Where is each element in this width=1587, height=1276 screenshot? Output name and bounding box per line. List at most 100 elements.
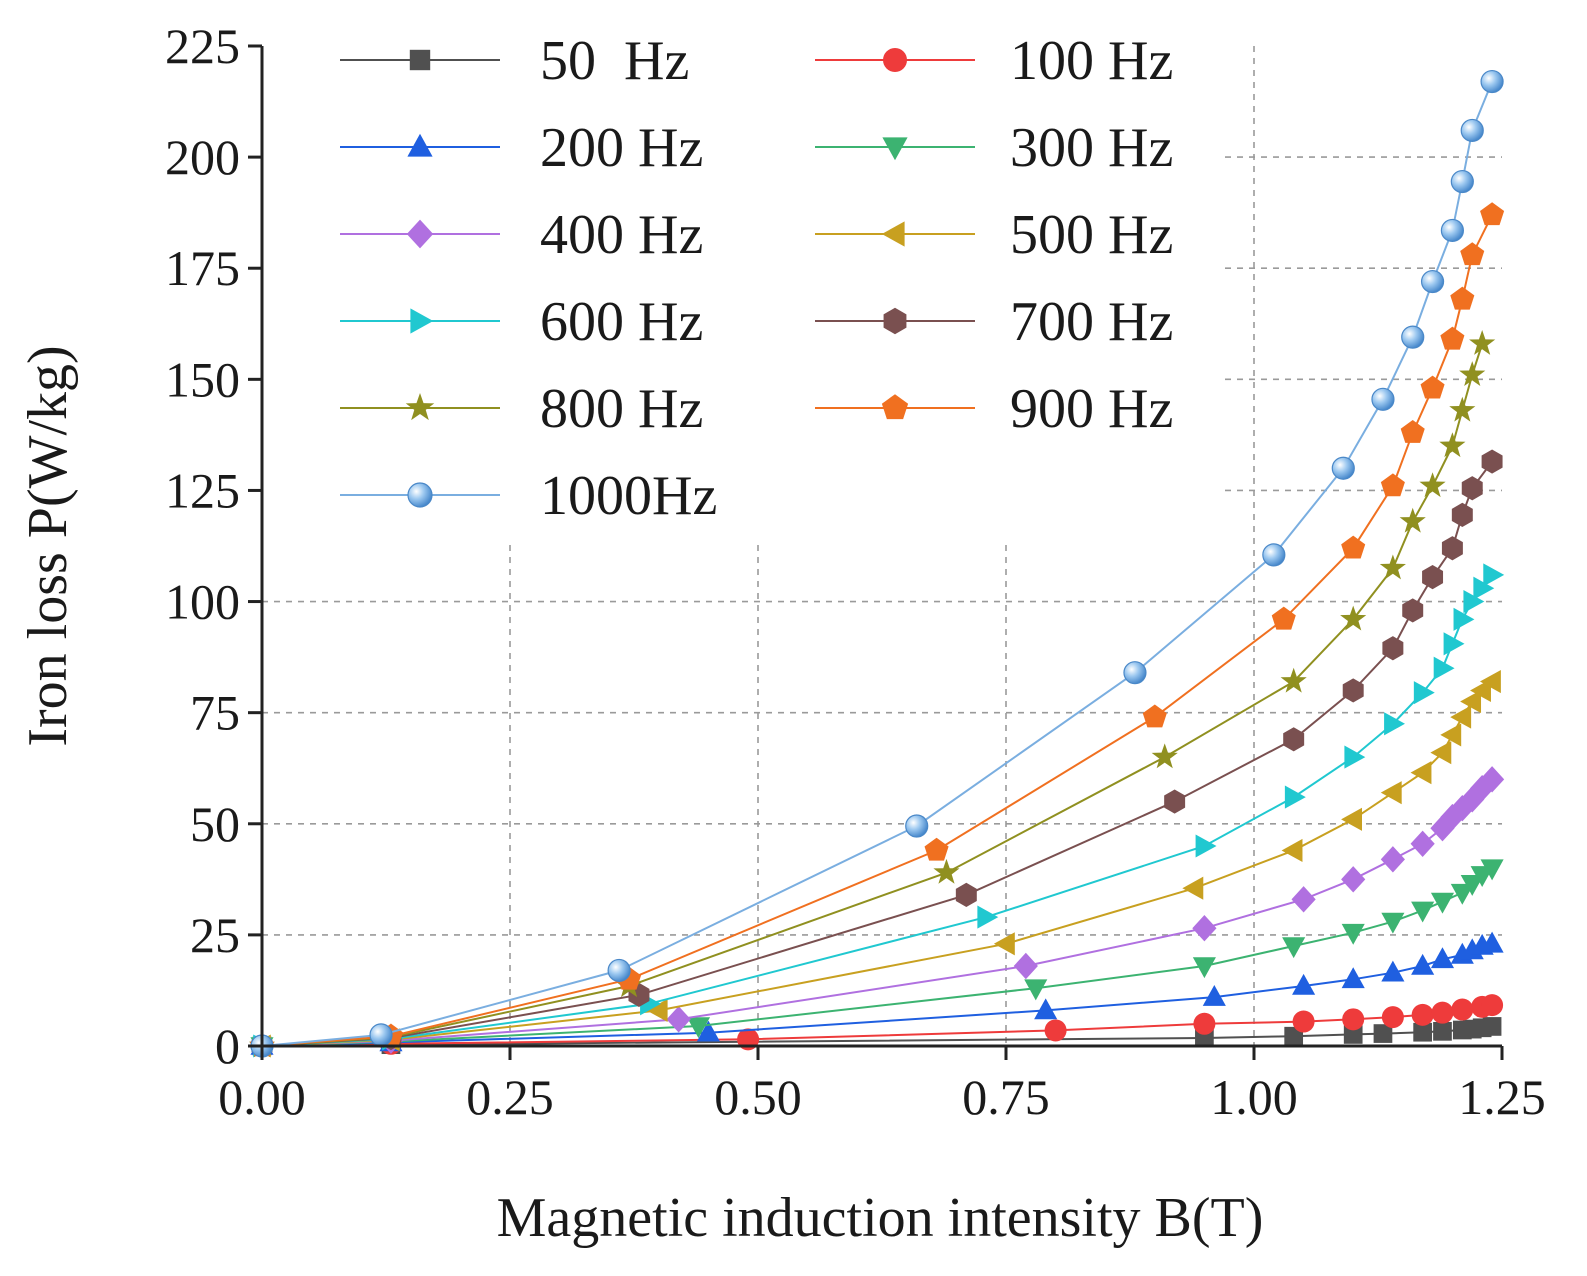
data-point [1342,1008,1365,1031]
data-point [666,1006,691,1033]
data-point [1450,883,1474,905]
y-tick-label: 175 [165,240,240,296]
data-point [1341,807,1362,831]
data-point [1422,565,1444,590]
series-group [251,449,1503,1059]
y-tick-label: 0 [215,1018,240,1074]
data-point [1401,325,1425,349]
legend-marker [409,49,431,71]
data-point [1450,795,1475,822]
y-tick-label: 125 [165,462,240,518]
data-point [933,858,960,884]
data-point [1341,967,1365,989]
grid-lines [262,46,1502,1046]
data-point [1164,789,1186,814]
legend-entry: 600 Hz [340,291,703,353]
data-point [1451,502,1473,527]
legend-label: 50 Hz [540,30,689,92]
data-point [1381,912,1405,934]
data-point [1413,1022,1432,1042]
series-group [250,69,1504,1058]
data-point [1451,998,1474,1021]
data-point [993,932,1015,956]
legend-label: 700 Hz [1010,291,1173,353]
legend-marker [883,307,907,335]
legend-label: 200 Hz [540,117,703,179]
series-group [248,330,1496,1058]
data-point [1460,242,1485,266]
data-point [1483,563,1505,587]
legend-marker [407,482,433,508]
data-point [1410,830,1435,857]
data-point [1292,973,1316,995]
legend-entry: 200 Hz [340,117,703,179]
data-point [1341,923,1365,945]
data-point [1034,998,1058,1020]
x-tick-label: 1.25 [1458,1069,1546,1125]
data-point [1459,361,1486,387]
data-point [1341,866,1366,893]
data-point [1281,838,1303,862]
data-point [1482,1017,1502,1036]
data-point [1399,507,1426,533]
data-point [1450,705,1472,729]
y-tick-label: 225 [165,18,240,74]
data-point [1420,269,1445,294]
data-point [1283,727,1305,752]
data-point [1431,1001,1454,1024]
data-point [1381,960,1405,982]
series-group [249,670,1501,1058]
legend-entry: 1000Hz [340,465,717,527]
plot-area: 0.00 0.25 0.50 0.75 1.00 1.25 0 25 50 75 100 125 150… [165,18,1546,1125]
data-point [924,837,949,861]
data-point [1473,576,1495,600]
legend: 50 Hz 100 Hz 200 Hz 300 Hz 400 Hz 500 Hz 600 H… [340,30,1173,527]
data-point [1480,859,1504,881]
legend-entry: 500 Hz [815,204,1173,266]
data-point [1344,745,1366,769]
data-point [1440,326,1465,350]
legend-entry: 50 Hz [340,30,689,92]
data-point [686,1017,711,1039]
data-point [1384,712,1405,736]
legend-marker [405,393,435,421]
series-group [252,1017,1502,1056]
legend-marker [883,48,907,72]
data-point [1430,815,1455,842]
data-point [1381,1006,1404,1029]
legend-label: 900 Hz [1010,378,1173,440]
x-tick-label: 1.00 [1210,1069,1298,1125]
data-point [1380,846,1405,873]
data-point [696,1020,720,1042]
legend-label: 1000Hz [540,465,717,527]
x-tick-label: 0.00 [218,1069,306,1125]
data-point [1280,667,1307,693]
legend-entry: 700 Hz [815,291,1173,353]
data-point [369,1023,393,1047]
data-point [1480,931,1504,953]
data-point [607,958,631,983]
data-point [1460,690,1482,714]
tick-labels: 0.00 0.25 0.50 0.75 1.00 1.25 0 25 50 75 100 125 150… [165,18,1546,1125]
y-axis-title: Iron loss P(W/kg) [17,345,79,746]
data-point [1460,874,1484,896]
data-point [1271,606,1296,630]
data-point [1202,985,1226,1006]
data-point [1450,169,1474,194]
data-point [1440,218,1465,243]
data-point [1480,202,1505,226]
x-tick-label: 0.75 [962,1069,1050,1125]
data-point [1463,590,1485,614]
data-point [1282,937,1306,959]
data-point [1371,387,1395,411]
data-point [1284,1026,1304,1046]
legend-marker [881,221,905,247]
data-point [1379,554,1406,580]
data-point [1341,535,1366,559]
x-axis-title: Magnetic induction intensity B(T) [497,1187,1264,1249]
legend-label: 600 Hz [540,291,703,353]
legend-entry: 900 Hz [815,378,1173,440]
data-point [1460,118,1484,143]
data-point [1413,681,1435,705]
